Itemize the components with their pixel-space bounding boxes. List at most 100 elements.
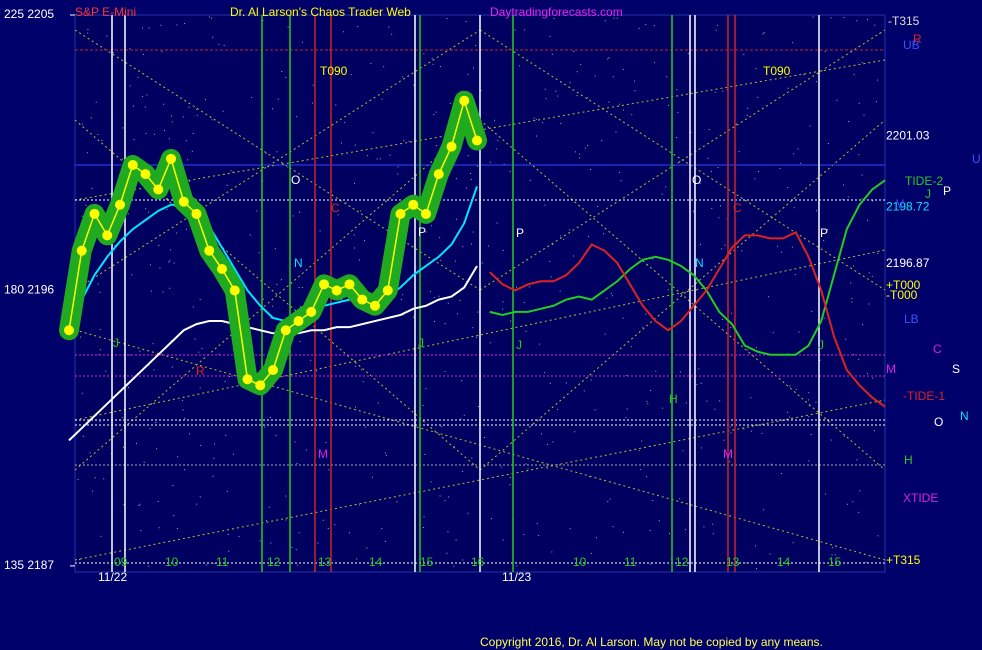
star — [169, 249, 171, 251]
star — [238, 536, 240, 538]
star — [729, 461, 731, 463]
star — [622, 317, 624, 319]
star — [502, 249, 504, 251]
star — [196, 114, 198, 116]
annotation: -T000 — [886, 288, 918, 302]
star — [400, 299, 402, 301]
star — [384, 452, 386, 454]
star — [618, 171, 620, 173]
star — [868, 303, 870, 305]
star — [95, 101, 97, 103]
star — [510, 320, 512, 322]
y-tick-label: 180 2196 — [4, 283, 54, 297]
star — [800, 162, 802, 164]
price-point — [166, 153, 176, 164]
star — [668, 533, 670, 535]
star — [687, 53, 689, 55]
star — [535, 118, 537, 120]
star — [622, 68, 624, 70]
star — [792, 542, 794, 544]
star — [560, 235, 562, 237]
star — [630, 346, 632, 348]
star — [274, 248, 276, 250]
star — [830, 439, 832, 441]
star — [99, 291, 101, 293]
star — [211, 119, 213, 121]
star — [148, 565, 150, 567]
star — [703, 526, 705, 528]
star — [743, 54, 745, 56]
star — [251, 96, 253, 98]
star — [129, 354, 131, 356]
star — [149, 428, 151, 430]
star — [559, 290, 561, 292]
star — [423, 516, 425, 518]
harmonic-line — [74, 29, 481, 291]
star — [159, 267, 161, 269]
star — [340, 299, 342, 301]
star — [514, 29, 516, 31]
star — [519, 65, 521, 67]
star — [529, 179, 531, 181]
harmonic-line — [74, 119, 481, 471]
star — [538, 534, 540, 536]
star — [707, 157, 709, 159]
star — [494, 119, 496, 121]
star — [354, 406, 356, 408]
star — [470, 172, 472, 174]
star — [195, 108, 197, 110]
star — [787, 411, 789, 413]
star — [456, 218, 458, 220]
star — [435, 111, 437, 113]
star — [698, 368, 700, 370]
star — [780, 251, 782, 253]
star — [371, 476, 373, 478]
star — [455, 178, 457, 180]
star — [430, 291, 432, 293]
price-point — [102, 230, 113, 241]
star — [376, 158, 378, 160]
annotation: N — [960, 409, 969, 423]
star — [146, 94, 148, 96]
star — [652, 500, 654, 502]
star — [609, 498, 611, 500]
star — [812, 16, 814, 18]
star — [695, 289, 697, 291]
star — [706, 400, 708, 402]
star — [654, 62, 656, 64]
star — [327, 528, 329, 530]
star — [645, 313, 647, 315]
star — [620, 180, 622, 182]
star — [287, 166, 289, 168]
star — [270, 317, 272, 319]
star — [830, 17, 832, 19]
star — [372, 132, 374, 134]
star — [205, 99, 207, 101]
star — [776, 245, 778, 247]
star — [843, 435, 845, 437]
star — [446, 552, 448, 554]
star — [866, 219, 868, 221]
star — [630, 425, 632, 427]
star — [808, 392, 810, 394]
star — [127, 213, 129, 215]
star — [874, 24, 876, 26]
star — [189, 180, 191, 182]
star — [385, 454, 387, 456]
star — [447, 531, 449, 533]
star — [845, 338, 847, 340]
annotation: O — [692, 173, 701, 187]
star — [770, 463, 772, 465]
star — [685, 402, 687, 404]
site: Daytradingforecasts.com — [490, 5, 623, 19]
star — [472, 231, 474, 233]
star — [183, 469, 185, 471]
star — [843, 184, 845, 186]
price-point — [115, 199, 125, 210]
price-point — [382, 285, 393, 296]
star — [402, 314, 404, 316]
star — [496, 222, 498, 224]
star — [466, 187, 468, 189]
star — [578, 157, 580, 159]
star — [677, 111, 679, 113]
